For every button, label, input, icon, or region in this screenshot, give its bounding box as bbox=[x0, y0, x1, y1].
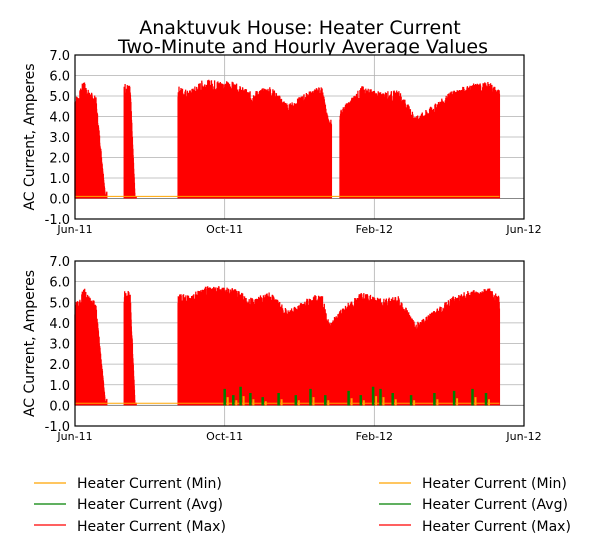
y-tick-label: 4.0 bbox=[49, 111, 70, 126]
y-tick-label: 4.0 bbox=[49, 317, 70, 332]
y-tick-label: 1.0 bbox=[49, 172, 70, 187]
legend-right-avg-label: Heater Current (Avg) bbox=[422, 497, 568, 513]
y-tick-label: 6.0 bbox=[49, 70, 70, 85]
chart-title-line2: Two-Minute and Hourly Average Values bbox=[117, 36, 488, 58]
series-avg-peaks bbox=[223, 386, 488, 406]
y-tick-label: 3.0 bbox=[49, 131, 70, 146]
chart-panel-1: -1.0 0.0 1.0 2.0 3.0 4.0 5.0 6.0 7.0 Jun-11 Oct-11… bbox=[22, 49, 542, 236]
y-tick-label: 1.0 bbox=[49, 379, 70, 394]
legend-left-min-label: Heater Current (Min) bbox=[77, 476, 222, 492]
x-tick-label: Oct-11 bbox=[206, 223, 243, 236]
y-axis-label: AC Current, Amperes bbox=[22, 63, 38, 210]
y-tick-label: 7.0 bbox=[49, 255, 70, 270]
x-tick-label: Jun-11 bbox=[56, 223, 92, 236]
y-tick-label: 7.0 bbox=[49, 49, 70, 64]
y-tick-label: 6.0 bbox=[49, 276, 70, 291]
series-min-bumps bbox=[226, 396, 490, 406]
plot-frame bbox=[74, 260, 525, 427]
x-tick-label: Oct-11 bbox=[206, 430, 243, 443]
y-tick-label: -1.0 bbox=[45, 213, 70, 228]
legend: Heater Current (Min) Heater Current (Avg… bbox=[34, 476, 571, 535]
y-tick-label: 0.0 bbox=[49, 193, 70, 208]
chart-title-line1: Anaktuvuk House: Heater Current bbox=[139, 17, 460, 39]
y-tick-label: 2.0 bbox=[49, 152, 70, 167]
legend-right-min-label: Heater Current (Min) bbox=[422, 476, 567, 492]
x-tick-label: Jun-12 bbox=[505, 223, 541, 236]
y-tick-label: 2.0 bbox=[49, 358, 70, 373]
y-tick-label: -1.0 bbox=[45, 420, 70, 435]
legend-right-max-label: Heater Current (Max) bbox=[422, 519, 571, 535]
chart-panel-2: -1.0 0.0 1.0 2.0 3.0 4.0 5.0 6.0 7.0 Jun-11 Oct-11… bbox=[22, 255, 542, 443]
y-tick-label: 5.0 bbox=[49, 90, 70, 105]
x-tick-label: Feb-12 bbox=[356, 430, 393, 443]
x-tick-label: Jun-11 bbox=[56, 430, 92, 443]
y-axis-label: AC Current, Amperes bbox=[22, 270, 38, 417]
legend-left-avg-label: Heater Current (Avg) bbox=[77, 497, 223, 513]
x-tick-label: Feb-12 bbox=[356, 223, 393, 236]
y-tick-label: 3.0 bbox=[49, 338, 70, 353]
y-tick-label: 0.0 bbox=[49, 399, 70, 414]
legend-left-max-label: Heater Current (Max) bbox=[77, 519, 226, 535]
x-tick-label: Jun-12 bbox=[505, 430, 541, 443]
plot-frame bbox=[74, 54, 525, 220]
y-tick-label: 5.0 bbox=[49, 296, 70, 311]
